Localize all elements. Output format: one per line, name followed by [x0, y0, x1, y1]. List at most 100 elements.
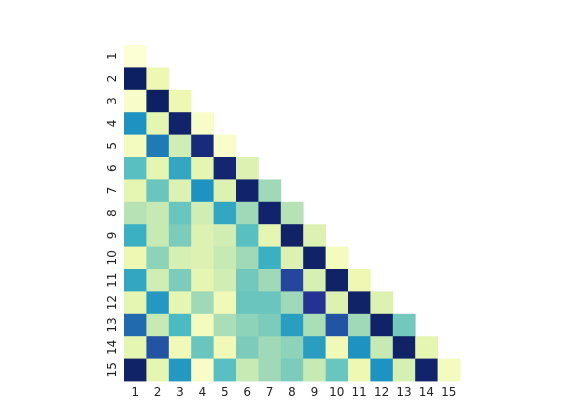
heatmap-cell-r9-c3 — [168, 224, 192, 247]
heatmap-cell-r14-c6 — [236, 336, 259, 359]
heatmap-cell-r7-c7 — [258, 179, 282, 203]
heatmap-cell-r6-c3 — [168, 157, 192, 180]
heatmap-cell-r11-c6 — [236, 269, 259, 292]
heatmap-cell-r7-c4 — [191, 179, 214, 203]
heatmap-cell-r8-c6 — [236, 201, 259, 225]
heatmap-cell-r10-c5 — [213, 246, 237, 270]
heatmap-cell-r11-c2 — [146, 269, 170, 292]
heatmap-cell-r13-c6 — [236, 313, 259, 337]
heatmap-cell-r13-c13 — [392, 313, 416, 337]
heatmap-cell-r10-c6 — [236, 246, 259, 270]
y-tick-label: 4 — [105, 120, 119, 128]
y-tick-label: 13 — [105, 317, 119, 332]
heatmap-cell-r14-c9 — [303, 336, 326, 359]
heatmap-cell-r12-c3 — [168, 291, 192, 315]
heatmap-cell-r14-c1 — [124, 336, 147, 359]
heatmap-cell-r10-c2 — [146, 246, 170, 270]
heatmap-cell-r14-c10 — [325, 336, 349, 359]
heatmap-cell-r15-c7 — [258, 358, 282, 382]
heatmap-cell-r15-c4 — [191, 358, 214, 382]
heatmap-cell-r15-c1 — [124, 358, 147, 382]
heatmap-cell-r9-c6 — [236, 224, 259, 247]
x-tick-labels: 1 2 3 4 5 6 7 8 9 10 11 12 13 14 15 — [131, 385, 456, 399]
heatmap-cell-r14-c4 — [191, 336, 214, 359]
heatmap-cell-r14-c7 — [258, 336, 282, 359]
heatmap-cell-r8-c4 — [191, 201, 214, 225]
heatmap-cell-r14-c5 — [213, 336, 237, 359]
heatmap-cell-r9-c4 — [191, 224, 214, 247]
heatmap-cell-r12-c6 — [236, 291, 259, 315]
heatmap-cell-r15-c6 — [236, 358, 259, 382]
heatmap-cell-r10-c8 — [280, 246, 304, 270]
heatmap-cell-r13-c1 — [124, 313, 147, 337]
heatmap-cell-r13-c8 — [280, 313, 304, 337]
heatmap-cell-r11-c9 — [303, 269, 326, 292]
heatmap-cell-r8-c3 — [168, 201, 192, 225]
heatmap-cell-r8-c8 — [280, 201, 304, 225]
heatmap-cell-r14-c8 — [280, 336, 304, 359]
x-tick-label: 4 — [199, 385, 207, 399]
y-tick-label: 12 — [105, 295, 119, 310]
y-tick-label: 15 — [105, 362, 119, 377]
y-tick-label: 3 — [105, 97, 119, 105]
heatmap-cell-r10-c1 — [124, 246, 147, 270]
heatmap-cell-r6-c5 — [213, 157, 237, 180]
heatmap-cell-r15-c10 — [325, 358, 349, 382]
heatmap-cell-r9-c8 — [280, 224, 304, 247]
heatmap-cell-r3-c1 — [124, 89, 147, 113]
heatmap-cell-r13-c2 — [146, 313, 170, 337]
heatmap-cell-r1-c1 — [124, 45, 147, 68]
heatmap-cell-r12-c10 — [325, 291, 349, 315]
heatmap-cell-r12-c11 — [348, 291, 371, 315]
x-tick-label: 9 — [311, 385, 319, 399]
heatmap-cell-r13-c11 — [348, 313, 371, 337]
heatmap-cell-r10-c3 — [168, 246, 192, 270]
heatmap-cell-r15-c13 — [392, 358, 416, 382]
x-tick-label: 8 — [288, 385, 296, 399]
y-tick-label: 9 — [105, 232, 119, 240]
heatmap-cell-r11-c8 — [280, 269, 304, 292]
heatmap-cell-r4-c4 — [191, 112, 214, 135]
heatmap-cell-r5-c5 — [213, 134, 237, 158]
heatmap-cell-r2-c1 — [124, 67, 147, 91]
x-tick-label: 3 — [176, 385, 184, 399]
heatmap-cell-r5-c2 — [146, 134, 170, 158]
y-tick-label: 11 — [105, 273, 119, 288]
heatmap-cell-r3-c2 — [146, 89, 170, 113]
heatmap-cell-r12-c1 — [124, 291, 147, 315]
y-tick-label: 8 — [105, 209, 119, 217]
heatmap-cell-r12-c2 — [146, 291, 170, 315]
heatmap-cell-r15-c15 — [437, 358, 461, 382]
heatmap-cell-r9-c9 — [303, 224, 326, 247]
heatmap-cell-r12-c8 — [280, 291, 304, 315]
y-tick-label: 7 — [105, 187, 119, 195]
heatmap-cell-r15-c2 — [146, 358, 170, 382]
heatmap-cell-r5-c1 — [124, 134, 147, 158]
heatmap-cell-r12-c9 — [303, 291, 326, 315]
heatmap-cell-r9-c1 — [124, 224, 147, 247]
heatmap-cells — [124, 45, 461, 382]
heatmap-cell-r14-c11 — [348, 336, 371, 359]
heatmap-cell-r4-c3 — [168, 112, 192, 135]
heatmap-cell-r13-c5 — [213, 313, 237, 337]
heatmap-cell-r10-c4 — [191, 246, 214, 270]
heatmap-cell-r12-c12 — [370, 291, 394, 315]
heatmap-cell-r11-c5 — [213, 269, 237, 292]
y-tick-label: 10 — [105, 250, 119, 265]
heatmap-cell-r12-c4 — [191, 291, 214, 315]
heatmap-cell-r15-c9 — [303, 358, 326, 382]
heatmap-cell-r13-c3 — [168, 313, 192, 337]
heatmap-cell-r6-c2 — [146, 157, 170, 180]
heatmap-cell-r10-c9 — [303, 246, 326, 270]
heatmap-cell-r2-c2 — [146, 67, 170, 91]
heatmap-cell-r11-c1 — [124, 269, 147, 292]
heatmap-cell-r15-c12 — [370, 358, 394, 382]
heatmap-cell-r13-c12 — [370, 313, 394, 337]
heatmap-cell-r7-c1 — [124, 179, 147, 203]
heatmap-cell-r15-c8 — [280, 358, 304, 382]
heatmap-cell-r15-c14 — [415, 358, 438, 382]
heatmap-cell-r13-c4 — [191, 313, 214, 337]
heatmap-cell-r14-c12 — [370, 336, 394, 359]
heatmap-cell-r6-c6 — [236, 157, 259, 180]
